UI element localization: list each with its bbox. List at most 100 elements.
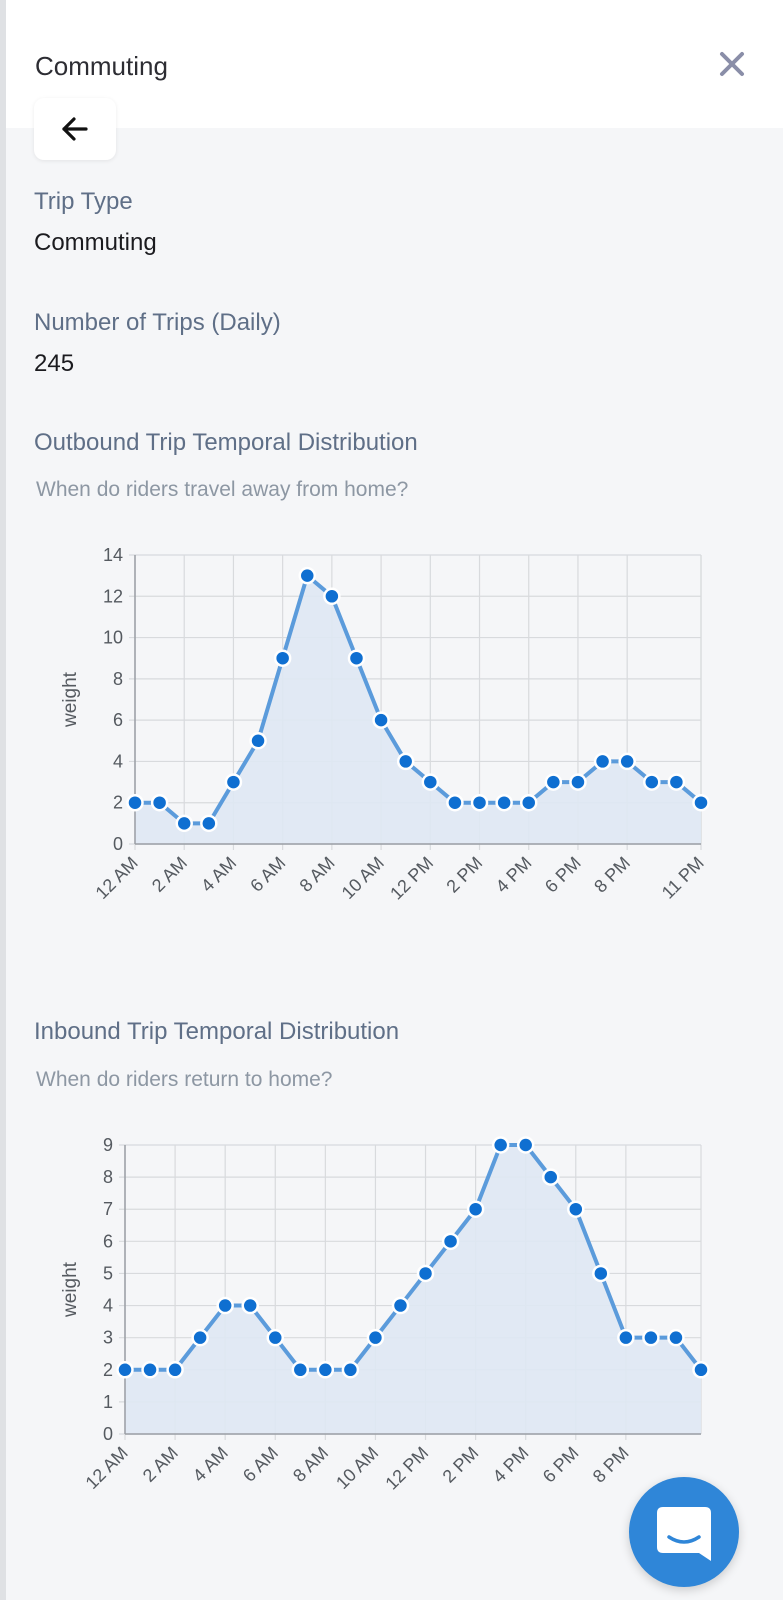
data-point[interactable] (541, 1168, 560, 1186)
panel-title: Commuting (35, 51, 168, 81)
x-tick-label: 6 PM (539, 1443, 583, 1487)
x-tick-label: 12 AM (82, 1443, 132, 1493)
close-icon (720, 52, 744, 76)
y-tick-label: 14 (103, 545, 123, 565)
x-tick-label: 8 PM (589, 1443, 633, 1487)
x-tick-label: 12 PM (386, 853, 437, 904)
y-tick-label: 4 (103, 1296, 113, 1316)
y-tick-label: 2 (103, 1360, 113, 1380)
x-tick-label: 2 AM (148, 853, 191, 896)
data-point[interactable] (642, 1328, 660, 1347)
data-point[interactable] (519, 793, 538, 812)
data-point[interactable] (291, 1361, 310, 1379)
data-point[interactable] (366, 1328, 385, 1347)
data-point[interactable] (617, 1328, 635, 1347)
x-tick-label: 6 PM (541, 853, 585, 897)
trip-type-label: Trip Type (34, 188, 133, 215)
x-tick-label: 2 AM (139, 1443, 182, 1486)
back-button[interactable] (34, 98, 116, 160)
y-tick-label: 8 (113, 669, 123, 689)
outbound-chart-subtitle: When do riders travel away from home? (36, 478, 409, 501)
data-point[interactable] (516, 1136, 535, 1154)
x-tick-label: 6 AM (246, 853, 289, 896)
data-point[interactable] (316, 1361, 335, 1379)
x-tick-label: 2 PM (439, 1443, 483, 1487)
data-point[interactable] (126, 793, 144, 812)
data-point[interactable] (667, 773, 686, 791)
data-point[interactable] (495, 793, 513, 812)
y-tick-label: 0 (113, 834, 123, 854)
data-point[interactable] (200, 814, 218, 833)
x-tick-label: 12 PM (381, 1443, 432, 1494)
data-point[interactable] (175, 814, 193, 833)
data-point[interactable] (416, 1264, 435, 1283)
data-point[interactable] (544, 773, 563, 791)
y-tick-label: 4 (113, 751, 123, 771)
data-point[interactable] (396, 752, 415, 771)
data-point[interactable] (446, 793, 464, 812)
data-point[interactable] (298, 566, 317, 585)
inbound-trip-chart: 0 1 2 3 4 5 6 7 8 9 12 AM 2 AM 4 AM 6 AM 8 AM 10 AM 12 P… (60, 1135, 710, 1494)
data-point[interactable] (141, 1361, 159, 1379)
data-point[interactable] (241, 1296, 259, 1315)
x-tick-label: 4 PM (489, 1443, 533, 1487)
number-of-trips-value: 245 (34, 350, 75, 377)
data-point[interactable] (692, 1361, 710, 1379)
data-point[interactable] (569, 773, 587, 791)
y-tick-label: 0 (103, 1424, 113, 1444)
data-point[interactable] (347, 649, 366, 667)
series-area (135, 575, 701, 844)
data-point[interactable] (116, 1361, 134, 1379)
data-point[interactable] (567, 1200, 585, 1218)
arrow-left-icon (62, 117, 88, 141)
data-point[interactable] (341, 1361, 360, 1379)
x-tick-label: 8 AM (289, 1443, 332, 1486)
data-point[interactable] (166, 1361, 184, 1379)
data-point[interactable] (421, 773, 440, 791)
y-tick-label: 3 (103, 1328, 113, 1348)
close-button[interactable] (718, 50, 746, 78)
data-point[interactable] (216, 1296, 234, 1315)
data-point[interactable] (391, 1296, 410, 1315)
data-point[interactable] (150, 793, 169, 812)
data-point[interactable] (470, 793, 489, 812)
x-tick-label: 10 AM (338, 853, 388, 903)
chat-icon (657, 1507, 711, 1561)
data-point[interactable] (593, 752, 612, 771)
data-point[interactable] (667, 1328, 685, 1347)
data-point[interactable] (692, 793, 710, 812)
y-axis-title: weight (60, 1261, 81, 1318)
outbound-chart-title: Outbound Trip Temporal Distribution (34, 429, 418, 456)
inbound-chart-title: Inbound Trip Temporal Distribution (34, 1018, 400, 1045)
y-tick-label: 2 (113, 793, 123, 813)
data-point[interactable] (466, 1200, 485, 1218)
y-tick-label: 12 (103, 586, 123, 606)
x-tick-label: 4 AM (189, 1443, 232, 1486)
data-point[interactable] (249, 732, 267, 750)
x-tick-label: 12 AM (92, 853, 142, 903)
inbound-chart-subtitle: When do riders return to home? (36, 1068, 333, 1091)
x-tick-label: 8 PM (590, 853, 634, 897)
data-point[interactable] (643, 773, 661, 791)
data-point[interactable] (372, 711, 390, 729)
data-point[interactable] (266, 1328, 285, 1347)
x-tick-label: 8 AM (296, 853, 339, 896)
trip-type-value: Commuting (34, 229, 157, 256)
y-tick-label: 1 (103, 1392, 113, 1412)
x-tick-label: 6 AM (239, 1443, 282, 1486)
x-tick-label: 4 AM (197, 853, 240, 896)
number-of-trips-label: Number of Trips (Daily) (34, 309, 281, 336)
y-axis-title: weight (60, 671, 81, 728)
data-point[interactable] (273, 649, 292, 667)
y-tick-label: 6 (113, 710, 123, 730)
data-point[interactable] (592, 1264, 610, 1283)
data-point[interactable] (441, 1232, 460, 1251)
trip-detail-panel: Commuting Trip Type Commuting Number of … (6, 0, 783, 1600)
chat-launcher-button[interactable] (629, 1477, 739, 1587)
data-point[interactable] (491, 1136, 510, 1154)
data-point[interactable] (323, 587, 341, 606)
data-point[interactable] (618, 752, 636, 771)
data-point[interactable] (191, 1328, 209, 1347)
data-point[interactable] (224, 773, 243, 791)
